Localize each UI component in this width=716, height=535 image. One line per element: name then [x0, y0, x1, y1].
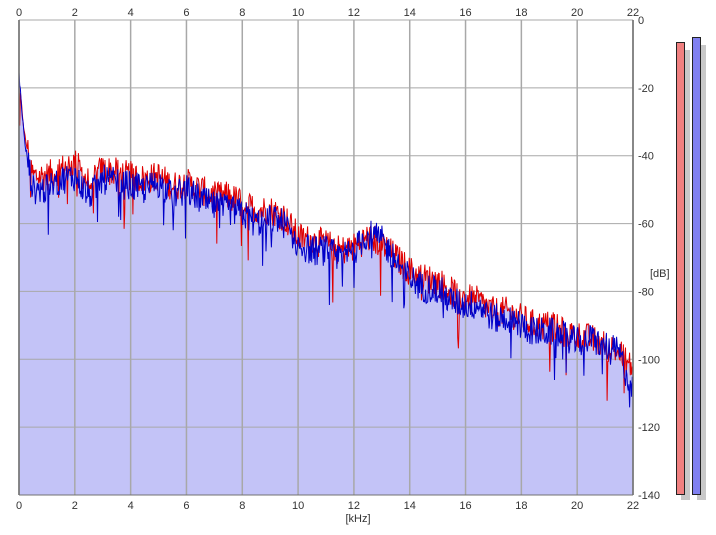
y-tick-label: -40 — [638, 151, 654, 163]
y-tick-label: -120 — [638, 422, 660, 434]
x-tick-label-bottom: 14 — [404, 500, 416, 512]
x-tick-label-bottom: 16 — [459, 500, 471, 512]
x-tick-label-bottom: 4 — [128, 500, 134, 512]
y-tick-label: -20 — [638, 83, 654, 95]
x-tick-label-top: 4 — [128, 7, 134, 19]
x-tick-label-top: 0 — [16, 7, 22, 19]
right-channel-meter — [692, 36, 701, 495]
x-tick-label-bottom: 2 — [72, 500, 78, 512]
y-tick-label: -140 — [638, 490, 660, 502]
x-tick-label-top: 10 — [292, 7, 304, 19]
x-tick-label-bottom: 12 — [348, 500, 360, 512]
x-tick-label-top: 6 — [183, 7, 189, 19]
spectrum-fill — [19, 72, 633, 495]
y-tick-label: -60 — [638, 219, 654, 231]
x-axis-label: [kHz] — [345, 513, 370, 525]
y-tick-label: 0 — [638, 15, 644, 27]
x-tick-label-bottom: 20 — [571, 500, 583, 512]
y-tick-label: -100 — [638, 354, 660, 366]
x-tick-label-top: 16 — [459, 7, 471, 19]
x-tick-label-bottom: 6 — [183, 500, 189, 512]
x-tick-label-bottom: 8 — [239, 500, 245, 512]
x-tick-label-bottom: 0 — [16, 500, 22, 512]
x-tick-label-top: 8 — [239, 7, 245, 19]
series-2-line — [18, 72, 634, 408]
x-tick-label-top: 14 — [404, 7, 416, 19]
left-meter-shadow — [681, 50, 690, 500]
x-tick-label-top: 12 — [348, 7, 360, 19]
x-tick-label-top: 2 — [72, 7, 78, 19]
x-tick-label-bottom: 18 — [515, 500, 527, 512]
x-tick-label-bottom: 22 — [627, 500, 639, 512]
left-channel-meter — [676, 42, 685, 495]
x-tick-label-top: 22 — [627, 7, 639, 19]
x-tick-label-bottom: 10 — [292, 500, 304, 512]
x-tick-label-top: 20 — [571, 7, 583, 19]
y-axis-label: [dB] — [650, 268, 670, 280]
y-tick-label: -80 — [638, 286, 654, 298]
x-tick-label-top: 18 — [515, 7, 527, 19]
right-meter-shadow — [697, 45, 706, 500]
